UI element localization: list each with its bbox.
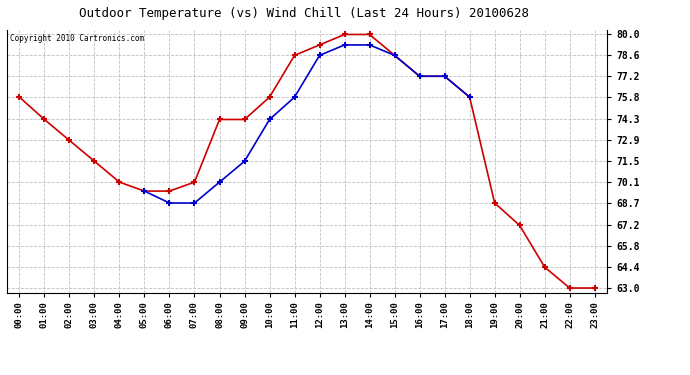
Text: Copyright 2010 Cartronics.com: Copyright 2010 Cartronics.com <box>10 34 144 43</box>
Text: Outdoor Temperature (vs) Wind Chill (Last 24 Hours) 20100628: Outdoor Temperature (vs) Wind Chill (Las… <box>79 8 529 21</box>
